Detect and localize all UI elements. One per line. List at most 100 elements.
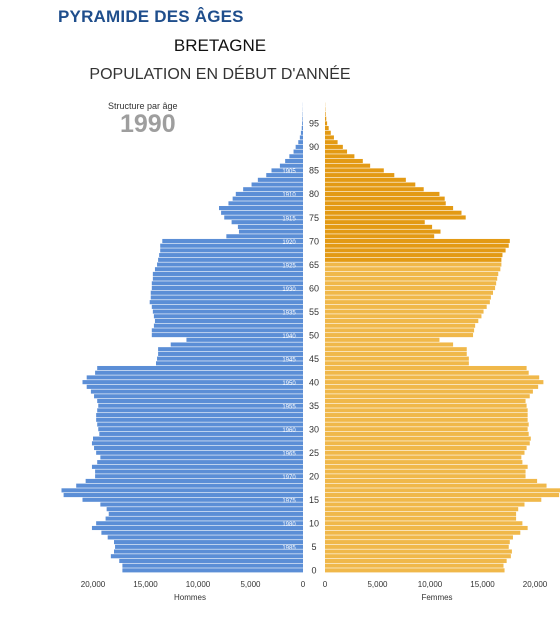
female-bar-age-34 [325,408,528,413]
male-bar-age-1 [122,563,304,568]
female-bar-age-69 [325,243,509,248]
female-bar-age-93 [325,130,331,135]
age-tick-label: 70 [309,236,319,246]
female-bar-age-48 [325,342,454,347]
female-bar-age-62 [325,276,498,281]
male-bar-age-91 [298,140,303,145]
birth-year-label: 1920 [282,240,296,246]
male-bar-age-92 [299,135,303,140]
female-bar-age-65 [325,262,502,267]
male-bar-age-6 [114,540,303,545]
male-bar-age-37 [94,394,303,399]
female-bar-age-57 [325,300,490,305]
female-bar-age-86 [325,163,371,168]
male-bar-age-50 [151,333,303,338]
female-bar-age-66 [325,257,502,262]
male-bar-age-42 [95,370,303,375]
age-tick-label: 10 [309,519,319,529]
male-bar-age-13 [106,507,304,512]
female-bar-age-94 [325,126,329,131]
age-tick-label: 95 [309,119,319,129]
female-bar-age-77 [325,206,454,211]
male-bar-age-47 [158,347,303,352]
male-bar-age-67 [159,253,303,258]
female-bar-age-71 [325,234,435,239]
male-bar-age-83 [257,177,303,182]
birth-year-label: 1955 [282,404,296,410]
male-bar-age-35 [98,403,303,408]
female-bar-age-44 [325,361,469,366]
female-bar-age-11 [325,516,517,521]
female-bar-age-58 [325,295,491,300]
female-bar-age-30 [325,427,528,432]
male-bar-age-59 [150,290,303,295]
female-bar-age-26 [325,445,527,451]
male-bar-age-12 [108,511,303,516]
x-axis-label-female: Femmes [421,593,452,602]
female-bar-age-55 [325,309,484,314]
male-bar-age-32 [96,417,304,422]
female-bar-age-51 [325,328,475,333]
male-bar-age-95 [302,121,303,126]
x-tick-label-left: 5,000 [240,580,261,589]
female-bar-age-38 [325,389,533,394]
male-bar-age-93 [300,130,303,135]
x-tick-label-left: 10,000 [186,580,211,589]
female-bar-age-13 [325,507,519,512]
female-bar-age-41 [325,375,540,380]
female-bar-age-63 [325,271,499,276]
female-bar-age-39 [325,384,539,389]
male-bar-age-77 [219,206,303,211]
male-bar-age-60 [151,285,303,291]
male-bar-age-34 [97,408,303,413]
male-bar-age-54 [153,314,303,319]
birth-year-label: 1935 [282,310,296,316]
male-bar-age-74 [231,220,303,225]
female-bar-age-6 [325,540,510,545]
male-bar-age-29 [99,431,303,436]
female-bar-age-22 [325,464,528,469]
male-bar-age-63 [152,271,303,276]
male-bar-age-41 [86,375,303,380]
male-bar-age-84 [266,173,303,178]
male-bar-age-75 [224,215,303,220]
male-bar-age-18 [76,483,303,488]
male-bar-age-78 [228,201,303,206]
female-bar-age-18 [325,483,547,488]
chart-title: PYRAMIDE DES ÂGES [58,7,244,26]
male-bar-age-49 [186,337,303,342]
male-bar-age-55 [152,309,303,314]
female-bar-age-25 [325,450,525,455]
female-bar-age-9 [325,525,528,531]
male-bar-age-68 [160,248,303,253]
male-bar-age-85 [271,168,303,173]
male-bar-age-8 [101,530,304,535]
female-bar-age-89 [325,149,348,154]
birth-year-label: 1985 [282,546,296,552]
female-bar-age-8 [325,530,521,535]
age-tick-label: 50 [309,330,319,340]
female-bar-age-95 [325,121,328,126]
male-bar-age-82 [251,182,303,187]
female-bar-age-3 [325,554,511,559]
age-tick-label: 15 [309,495,319,505]
male-bar-age-57 [149,300,303,305]
female-bar-age-76 [325,210,462,215]
x-tick-label-right: 10,000 [418,580,443,589]
x-axis-right-group: 0 5,000 10,000 15,000 20,000 [323,580,548,589]
male-bar-age-64 [154,267,303,272]
birth-year-labels-group: 1905 1910 1915 1920 1925 1930 1935 1940 1945 1950… [282,169,296,551]
male-bar-age-56 [151,304,303,309]
male-bar-age-40 [82,380,303,385]
male-bar-age-9 [91,525,303,531]
female-bar-age-75 [325,215,466,220]
female-bar-age-14 [325,502,525,507]
female-bar-age-64 [325,267,501,272]
male-bar-age-73 [237,224,303,229]
female-bar-age-59 [325,290,493,295]
female-bar-age-74 [325,220,425,225]
male-bar-age-46 [158,351,303,356]
age-tick-label: 60 [309,283,319,293]
female-bar-age-46 [325,351,467,356]
age-tick-label: 30 [309,424,319,434]
